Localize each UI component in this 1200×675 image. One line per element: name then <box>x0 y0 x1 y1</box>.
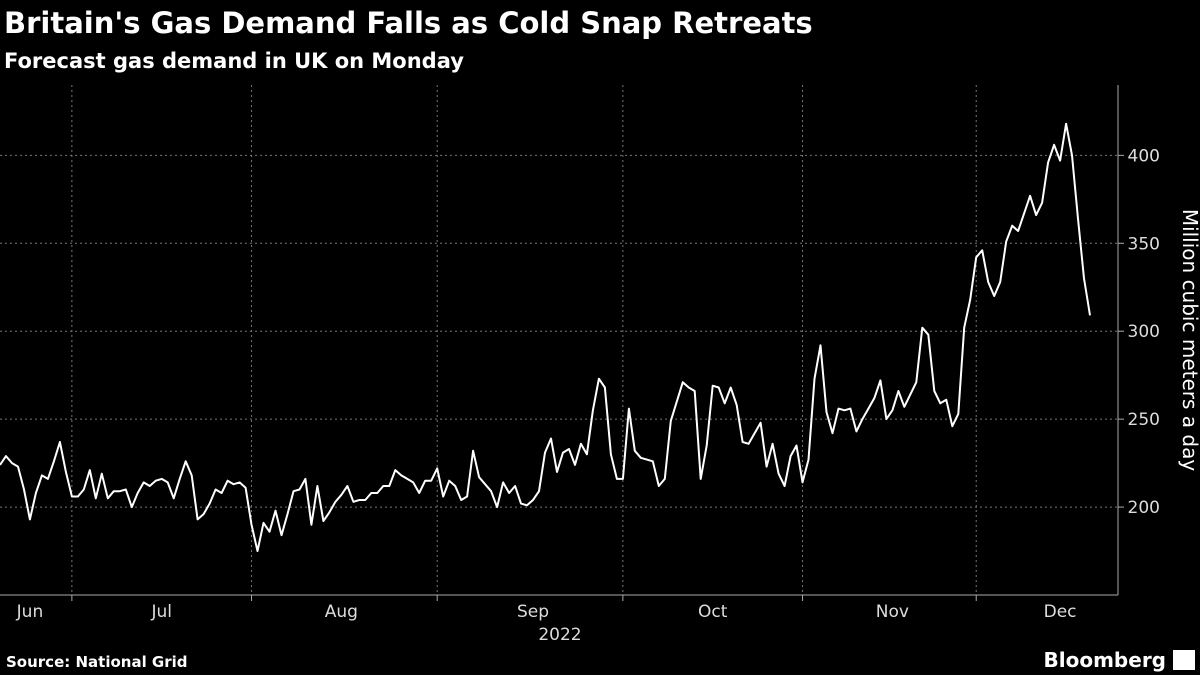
y-tick-label: 400 <box>1128 146 1160 166</box>
x-tick-label: Aug <box>325 602 358 622</box>
x-tick-label: Nov <box>876 602 909 622</box>
y-axis-label: Million cubic meters a day <box>1178 209 1200 472</box>
y-tick-label: 250 <box>1128 410 1160 430</box>
x-tick-label: Jun <box>16 602 44 622</box>
x-tick-label: Dec <box>1044 602 1077 622</box>
brand: Bloomberg <box>1044 648 1166 672</box>
logo <box>1173 650 1195 670</box>
y-tick-label: 350 <box>1128 234 1160 254</box>
x-tick-label: Sep <box>517 602 549 622</box>
y-tick-label: 300 <box>1128 322 1160 342</box>
source: Source: National Grid <box>6 653 188 671</box>
x-tick-label: Oct <box>698 602 728 622</box>
x-axis-label: 2022 <box>538 625 581 645</box>
line-series <box>0 122 1091 552</box>
x-tick-label: Jul <box>150 602 172 622</box>
chart-subtitle: Forecast gas demand in UK on Monday <box>4 49 464 73</box>
y-tick-label: 200 <box>1128 498 1160 518</box>
chart-title: Britain's Gas Demand Falls as Cold Snap … <box>4 6 813 40</box>
